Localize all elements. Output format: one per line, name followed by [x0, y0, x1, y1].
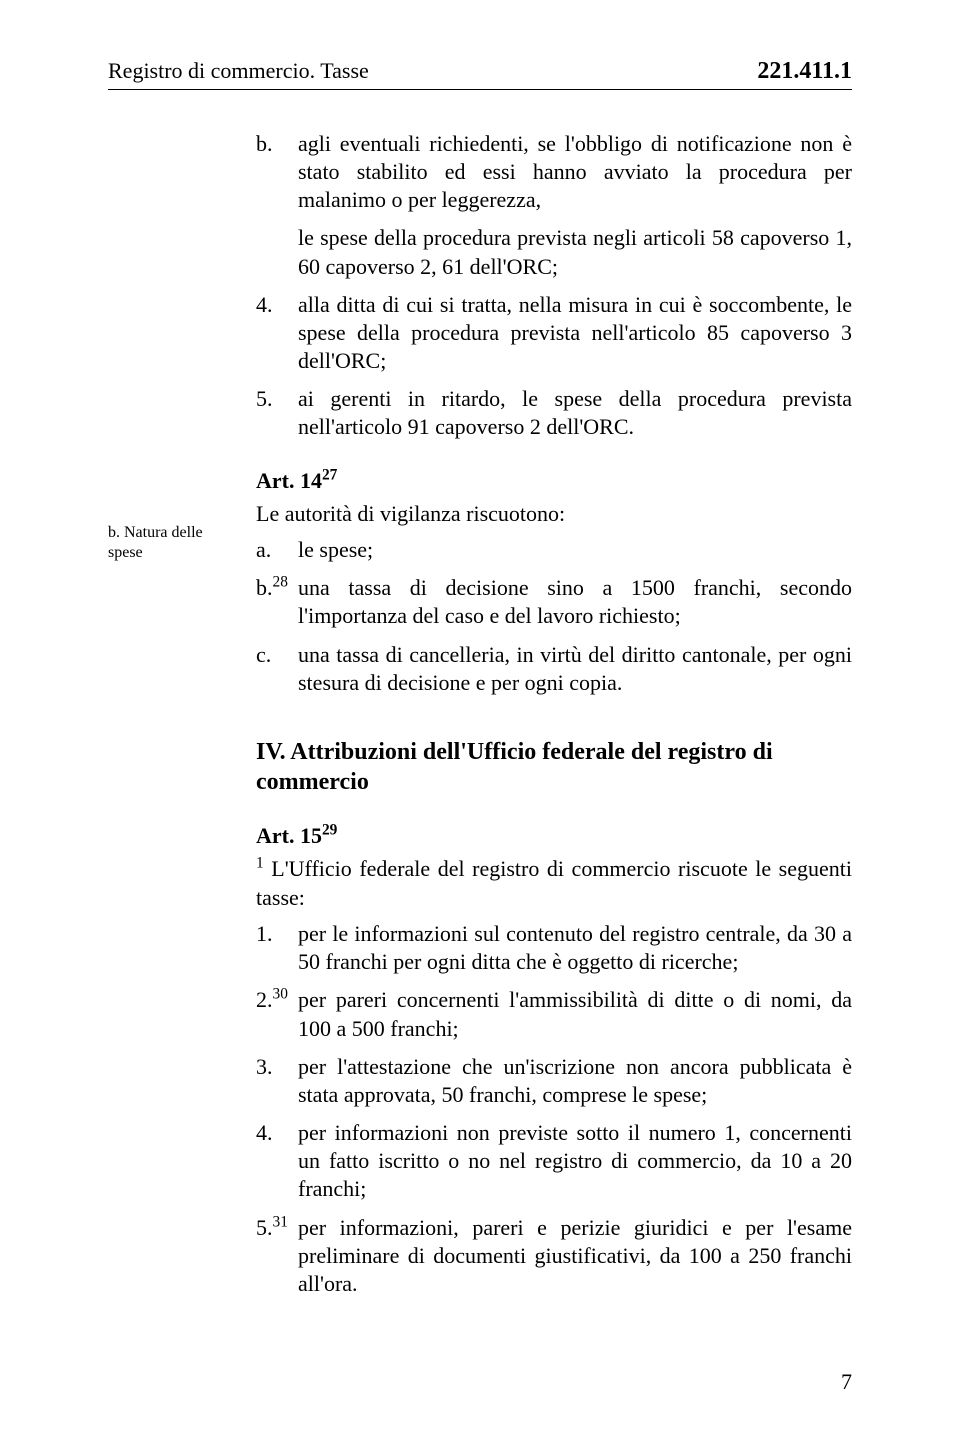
art15-text: per pareri concernenti l'ammissibilità d… [298, 986, 852, 1042]
block1-marker: 5. [256, 385, 298, 441]
art15-item: 1.per le informazioni sul contenuto del … [256, 920, 852, 976]
art15-heading-prefix: Art. 15 [256, 823, 322, 848]
art15-heading-sup: 29 [322, 822, 337, 839]
art15-text: per l'attestazione che un'iscrizione non… [298, 1053, 852, 1109]
section-iv-heading: IV. Attribuzioni dell'Ufficio federale d… [256, 737, 852, 797]
body-column: b.agli eventuali richiedenti, se l'obbli… [256, 130, 852, 1298]
art15-list: 1.per le informazioni sul contenuto del … [256, 920, 852, 1298]
art15-marker-sup: 30 [273, 986, 288, 1003]
header-left: Registro di commercio. Tasse [108, 58, 369, 84]
block1-marker: 4. [256, 291, 298, 375]
art14-item: a.le spese; [256, 536, 852, 564]
art15-marker: 3. [256, 1053, 298, 1109]
art15-intro-text: L'Ufficio federale del registro di comme… [256, 856, 852, 910]
header-right: 221.411.1 [757, 58, 852, 85]
art14-heading-prefix: Art. 14 [256, 468, 322, 493]
margin-note: b. Natura delle spese [108, 523, 238, 563]
art15-marker: 5.31 [256, 1214, 298, 1298]
art15-text: per informazioni, pareri e perizie giuri… [298, 1214, 852, 1298]
art15-text: per le informazioni sul contenuto del re… [298, 920, 852, 976]
art14-intro: Le autorità di vigilanza riscuotono: [256, 500, 852, 529]
art14-heading-sup: 27 [322, 466, 337, 483]
art15-heading: Art. 1529 [256, 823, 852, 849]
art15-item: 4.per informazioni non previste sotto il… [256, 1119, 852, 1203]
art14-item: b.28 una tassa di decisione sino a 1500 … [256, 574, 852, 630]
art15-text: per informazioni non previste sotto il n… [298, 1119, 852, 1203]
art15-item: 3.per l'attestazione che un'iscrizione n… [256, 1053, 852, 1109]
page-number: 7 [841, 1369, 852, 1395]
block1-text: agli eventuali richiedenti, se l'obbligo… [298, 130, 852, 214]
art15-marker-sup: 31 [273, 1213, 288, 1230]
page: Registro di commercio. Tasse 221.411.1 b… [0, 0, 960, 1445]
block1-marker [256, 224, 298, 280]
art15-marker: 1. [256, 920, 298, 976]
art14-text: una tassa di cancelleria, in virtù del d… [298, 641, 852, 697]
art14-item: c.una tassa di cancelleria, in virtù del… [256, 641, 852, 697]
block1-text: le spese della procedura prevista negli … [298, 224, 852, 280]
art14-text: una tassa di decisione sino a 1500 franc… [298, 574, 852, 630]
block1-item: 5.ai gerenti in ritardo, le spese della … [256, 385, 852, 441]
block1-marker: b. [256, 130, 298, 214]
art15-marker: 4. [256, 1119, 298, 1203]
art14-heading: Art. 1427 [256, 468, 852, 494]
art15-intro: 1 L'Ufficio federale del registro di com… [256, 855, 852, 912]
art15-marker: 2.30 [256, 986, 298, 1042]
art15-item: 5.31 per informazioni, pareri e perizie … [256, 1214, 852, 1298]
art14-marker: a. [256, 536, 298, 564]
art15-item: 2.30 per pareri concernenti l'ammissibil… [256, 986, 852, 1042]
block1: b.agli eventuali richiedenti, se l'obbli… [256, 130, 852, 442]
page-header: Registro di commercio. Tasse 221.411.1 [108, 58, 852, 90]
art14-text: le spese; [298, 536, 852, 564]
block1-item: le spese della procedura prevista negli … [256, 224, 852, 280]
art15-intro-sup: 1 [256, 855, 264, 872]
art14-marker: c. [256, 641, 298, 697]
art14-marker-sup: 28 [273, 574, 288, 591]
block1-item: b.agli eventuali richiedenti, se l'obbli… [256, 130, 852, 214]
block1-item: 4.alla ditta di cui si tratta, nella mis… [256, 291, 852, 375]
block1-text: ai gerenti in ritardo, le spese della pr… [298, 385, 852, 441]
art14-list: a.le spese;b.28 una tassa di decisione s… [256, 536, 852, 697]
art14-marker: b.28 [256, 574, 298, 630]
block1-text: alla ditta di cui si tratta, nella misur… [298, 291, 852, 375]
